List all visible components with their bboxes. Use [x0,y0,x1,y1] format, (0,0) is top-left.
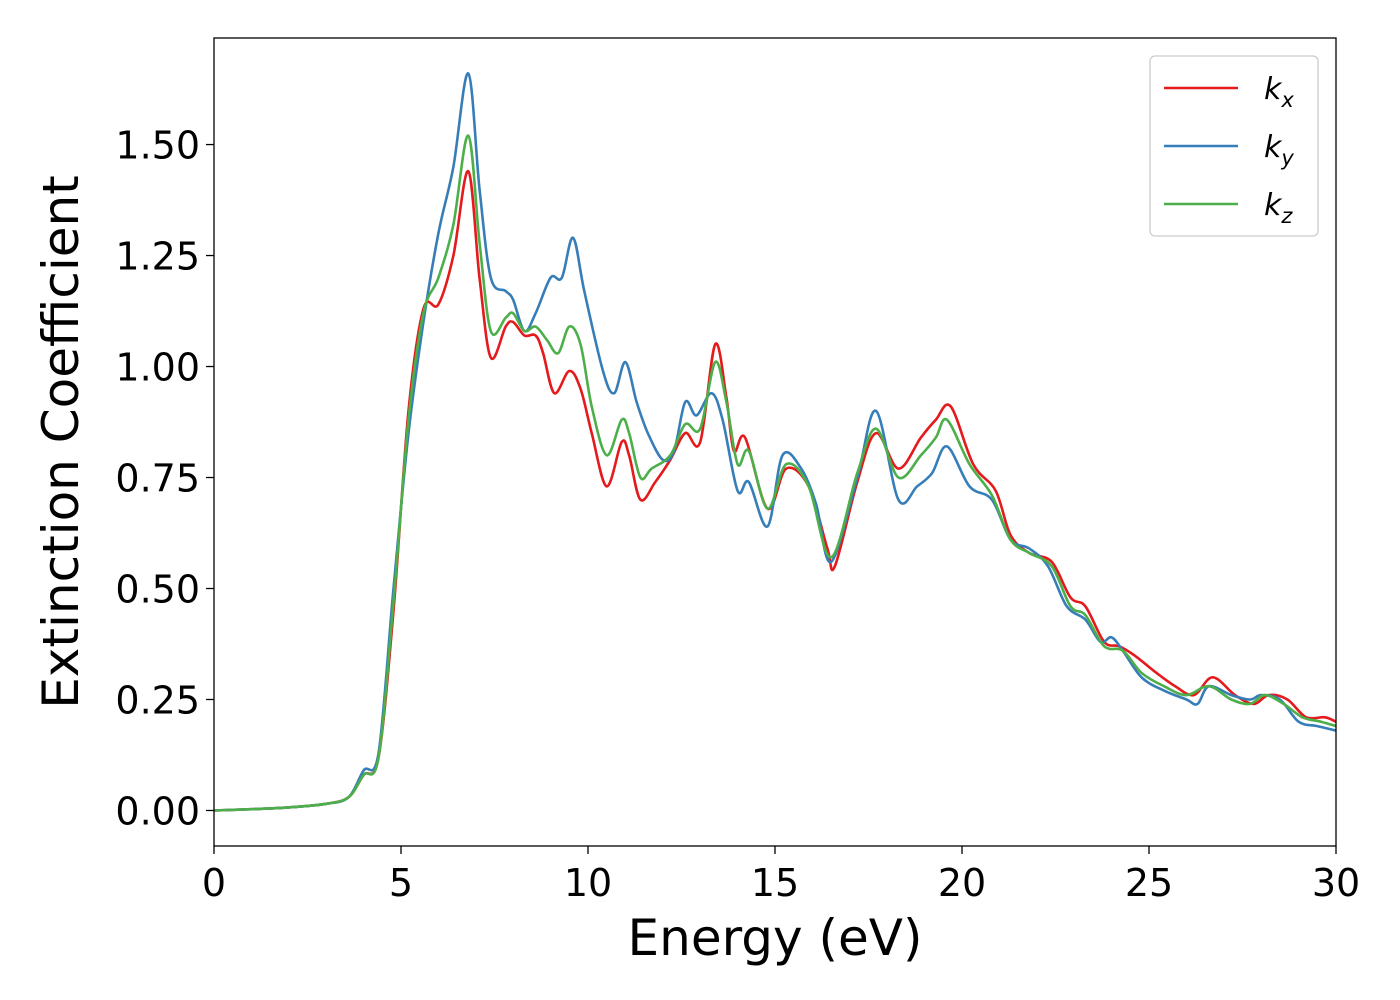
y-axis-label: Extinction Coefficient [32,175,90,709]
x-tick-label: 0 [202,861,226,905]
series-line-z [214,134,1336,812]
plot-lines [214,72,1336,812]
x-tick-label: 15 [751,861,799,905]
y-tick-label: 0.50 [115,568,200,612]
y-tick-label: 0.25 [115,678,200,722]
legend: kx ky kz [1149,55,1319,237]
y-tick-label: 0.00 [115,789,200,833]
y-tick-label: 1.50 [115,124,200,168]
x-tick-label: 20 [938,861,986,905]
x-axis: 0 5 10 15 20 25 30 [202,846,1360,905]
y-axis: 0.00 0.25 0.50 0.75 1.00 1.25 1.50 [115,124,214,833]
x-tick-label: 25 [1125,861,1173,905]
y-tick-label: 0.75 [115,457,200,501]
x-tick-label: 5 [389,861,413,905]
x-tick-label: 30 [1312,861,1360,905]
x-axis-label: Energy (eV) [628,909,923,967]
legend-label-y: ky [1264,130,1294,170]
x-tick-label: 10 [564,861,612,905]
y-tick-label: 1.25 [115,235,200,279]
y-tick-label: 1.00 [115,346,200,390]
series-line-x [214,169,1336,812]
legend-label-z: kz [1264,188,1293,228]
legend-label-x: kx [1264,72,1294,112]
